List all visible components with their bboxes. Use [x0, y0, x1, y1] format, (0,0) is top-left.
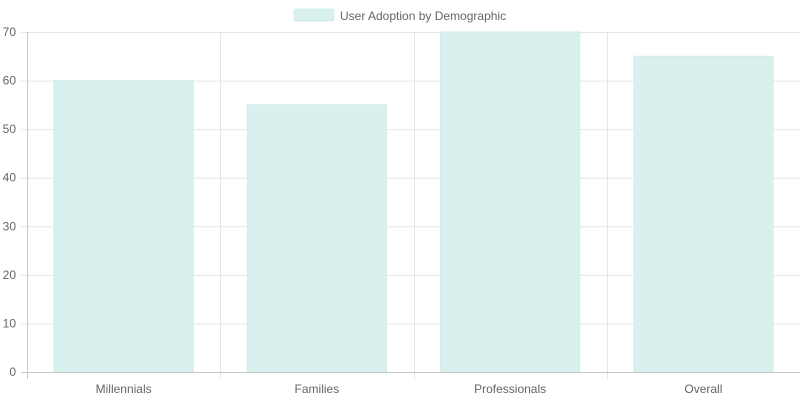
bars — [53, 31, 774, 373]
bar-families[interactable] — [246, 104, 387, 373]
bar-millennials[interactable] — [53, 80, 194, 373]
bar-overall[interactable] — [633, 55, 774, 373]
legend-swatch[interactable] — [293, 8, 335, 22]
x-tick-label: Professionals — [474, 382, 546, 396]
y-tick-label: 0 — [9, 365, 16, 379]
y-tick-label: 70 — [3, 25, 17, 39]
y-tick-label: 60 — [3, 74, 17, 88]
x-tick-label: Overall — [684, 382, 722, 396]
y-tick-label: 20 — [3, 268, 17, 282]
x-tick-label: Millennials — [96, 382, 152, 396]
bar-professionals[interactable] — [440, 31, 581, 373]
legend[interactable]: User Adoption by Demographic — [293, 8, 506, 23]
y-axis-ticks: 0 10 20 30 40 50 60 70 — [3, 25, 17, 379]
y-tick-label: 50 — [3, 122, 17, 136]
x-tick-label: Families — [295, 382, 340, 396]
y-tick-label: 30 — [3, 219, 17, 233]
y-tick-label: 10 — [3, 316, 17, 330]
y-tick-label: 40 — [3, 171, 17, 185]
legend-label[interactable]: User Adoption by Demographic — [340, 9, 506, 23]
x-axis-ticks: Millennials Families Professionals Overall — [96, 382, 723, 396]
